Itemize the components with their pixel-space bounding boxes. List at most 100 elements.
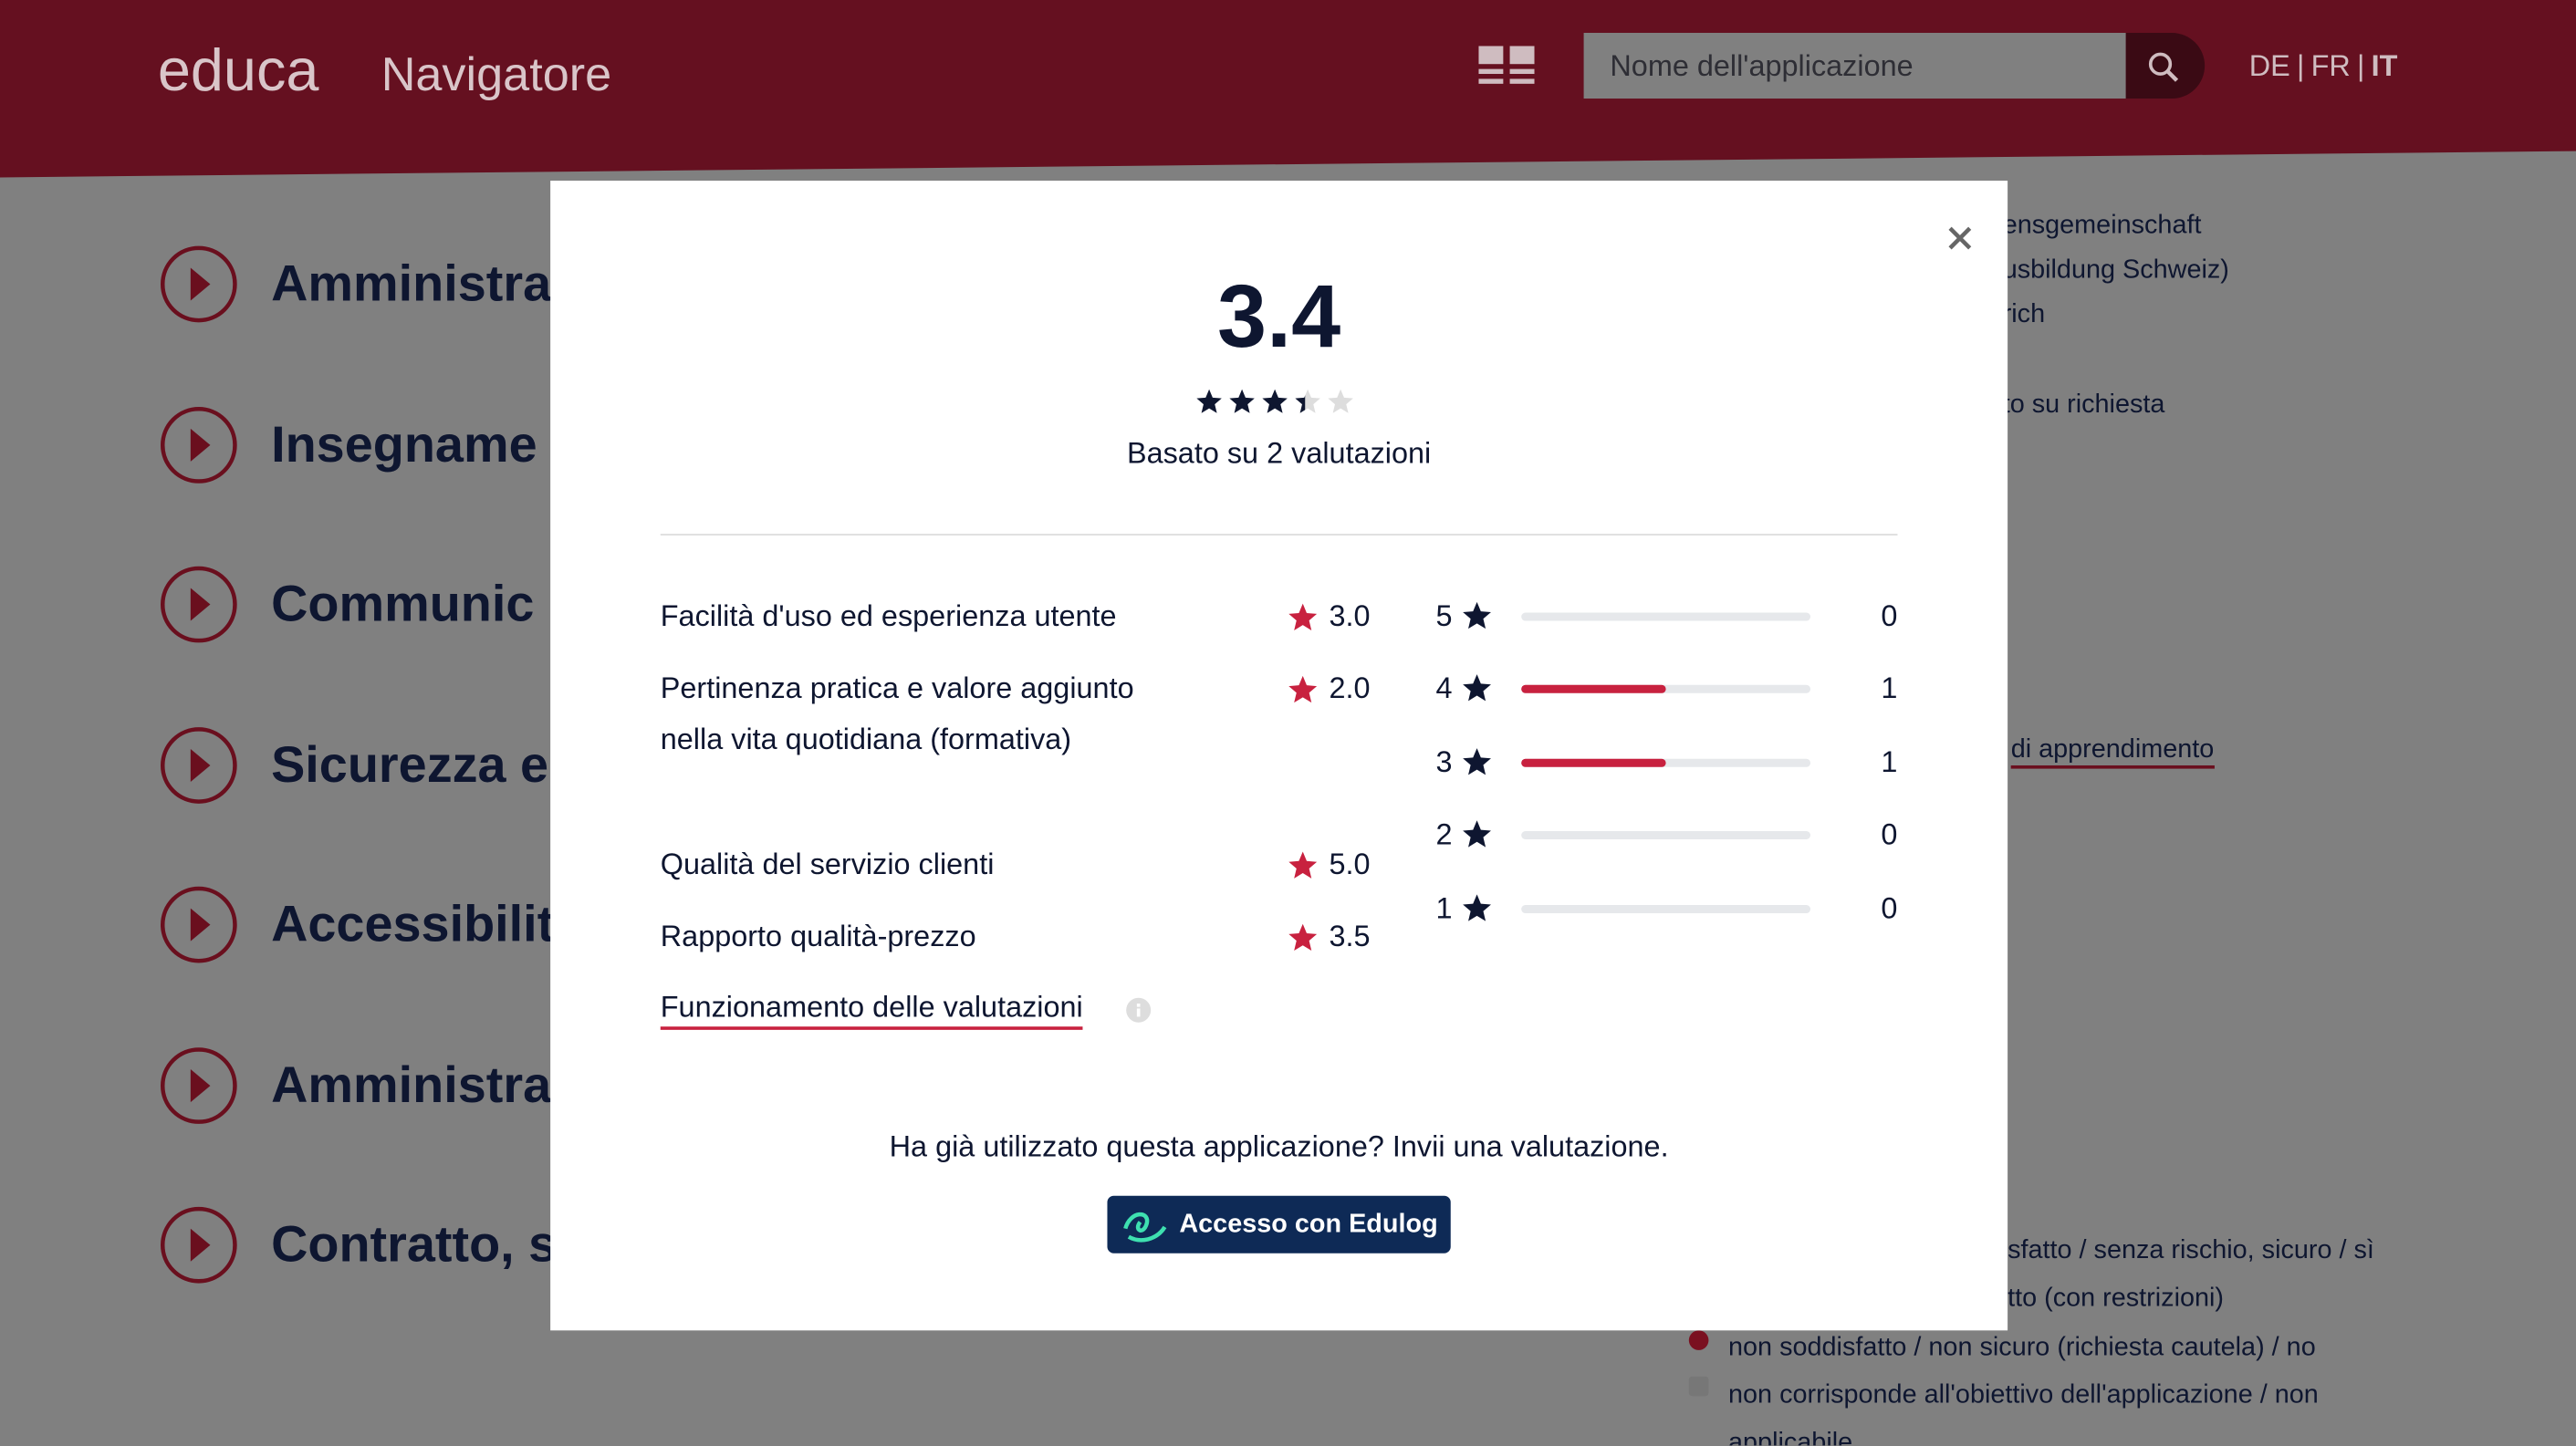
dist-star [1463, 601, 1491, 629]
close-button[interactable] [1946, 225, 1973, 252]
score-star [1288, 922, 1318, 951]
triangle [190, 267, 211, 301]
search-input[interactable]: Nome dell'applicazione [1583, 33, 2126, 99]
dist-star [1463, 820, 1491, 848]
criterion-label: Qualità del servizio clienti [660, 848, 995, 881]
language-switch: DE | FR | IT [2249, 49, 2398, 84]
star-count: 2 [1435, 817, 1453, 851]
play-icon [160, 245, 237, 323]
play-icon [160, 1046, 237, 1124]
play-icon [160, 726, 237, 803]
category-label: Insegname [271, 414, 537, 473]
logo[interactable]: educa [157, 36, 319, 104]
language[interactable]: IT [2371, 49, 2398, 83]
star-shape [1463, 747, 1491, 775]
category: Communic [160, 565, 535, 643]
divider [660, 534, 1898, 536]
circle [160, 726, 237, 803]
side-text: ensgemeinschaft [2002, 212, 2202, 240]
bar-fill [1521, 758, 1666, 767]
play-icon [160, 886, 237, 963]
criterion-label: Pertinenza pratica e valore aggiunto nel… [660, 671, 1134, 756]
criterion-score: 3.5 [1288, 920, 1371, 954]
star-count: 3 [1435, 745, 1453, 779]
star-count: 5 [1435, 599, 1453, 633]
circle [160, 886, 237, 963]
side-text: usbildung Schweiz) [2002, 255, 2229, 285]
score-value: 2.0 [1329, 671, 1371, 705]
play-icon [160, 406, 237, 483]
category: Insegname [160, 405, 537, 484]
edulog-button[interactable]: Accesso con Edulog [1107, 1195, 1451, 1254]
score-star [1288, 602, 1318, 630]
star-shape [1463, 601, 1491, 629]
star-fill [1196, 389, 1222, 413]
language[interactable]: FR [2310, 49, 2351, 83]
prompt: Ha già utilizzato questa applicazione? I… [889, 1129, 1669, 1163]
star-fill [1295, 395, 1306, 413]
score-value: 3.0 [1329, 599, 1371, 633]
score-star [1288, 850, 1318, 878]
bar-track [1521, 831, 1811, 840]
legend-icon [1688, 1376, 1709, 1397]
criterion-score: 2.0 [1288, 671, 1371, 706]
triangle [190, 1068, 211, 1102]
dist-star [1463, 747, 1491, 775]
category: Contratto, s [160, 1205, 558, 1284]
category-label: Communic [271, 575, 535, 633]
star-shape [1463, 893, 1491, 921]
legend-text: non soddisfatto / non sicuro (richiesta … [1728, 1333, 2316, 1362]
bar-track [1521, 612, 1811, 621]
circle [160, 245, 237, 323]
count: 0 [1881, 599, 1898, 633]
side-text: rich [2002, 300, 2046, 329]
score-star [1288, 674, 1318, 702]
category: Accessibilit [160, 885, 555, 963]
side-link: di apprendimento [2010, 736, 2215, 769]
star-fill [1229, 389, 1255, 413]
rating-value: 3.4 [1217, 267, 1341, 367]
count: 0 [1881, 817, 1898, 851]
star-count: 1 [1435, 890, 1453, 924]
category: Amministra [160, 1045, 551, 1124]
circle [160, 406, 237, 483]
star-shape [1288, 602, 1318, 630]
score-value: 3.5 [1329, 920, 1371, 953]
rating-count: Basato su 2 valutazioni [1126, 436, 1432, 470]
legend-text: tto (con restrizioni) [2008, 1284, 2225, 1313]
legend-icon [1688, 1330, 1709, 1350]
bar-fill [1521, 685, 1666, 694]
criterion-label: Rapporto qualità-prezzo [660, 920, 976, 953]
star-shape [1288, 674, 1318, 702]
criterion-score: 5.0 [1288, 848, 1371, 882]
criterion-score: 3.0 [1288, 599, 1371, 634]
grid-icon[interactable] [1478, 46, 1535, 91]
info-link[interactable]: Funzionamento delle valutazioni [660, 991, 1083, 1030]
play-icon [160, 1206, 237, 1284]
triangle [190, 908, 211, 941]
category-label: Amministra [271, 1055, 552, 1113]
count: 1 [1881, 672, 1898, 706]
bar-track [1521, 758, 1811, 767]
star-count: 4 [1435, 672, 1453, 706]
rating-modal: 3.4 Basato su 2 valutazioni Facilità d'u… [550, 181, 2008, 1331]
info-icon[interactable] [1125, 997, 1152, 1024]
language[interactable]: DE [2248, 49, 2290, 83]
bar-track [1521, 685, 1811, 694]
search-button[interactable] [2125, 33, 2206, 99]
edulog-label: Accesso con Edulog [1179, 1209, 1438, 1238]
category-label: Amministra [271, 255, 552, 313]
count: 1 [1881, 745, 1898, 779]
search-icon [2148, 52, 2179, 82]
category: Sicurezza e [160, 725, 548, 804]
category-label: Accessibilit [271, 895, 555, 953]
circle [160, 566, 237, 643]
play-icon [160, 566, 237, 643]
rating-stars [1196, 389, 1353, 413]
circle [160, 1206, 237, 1284]
